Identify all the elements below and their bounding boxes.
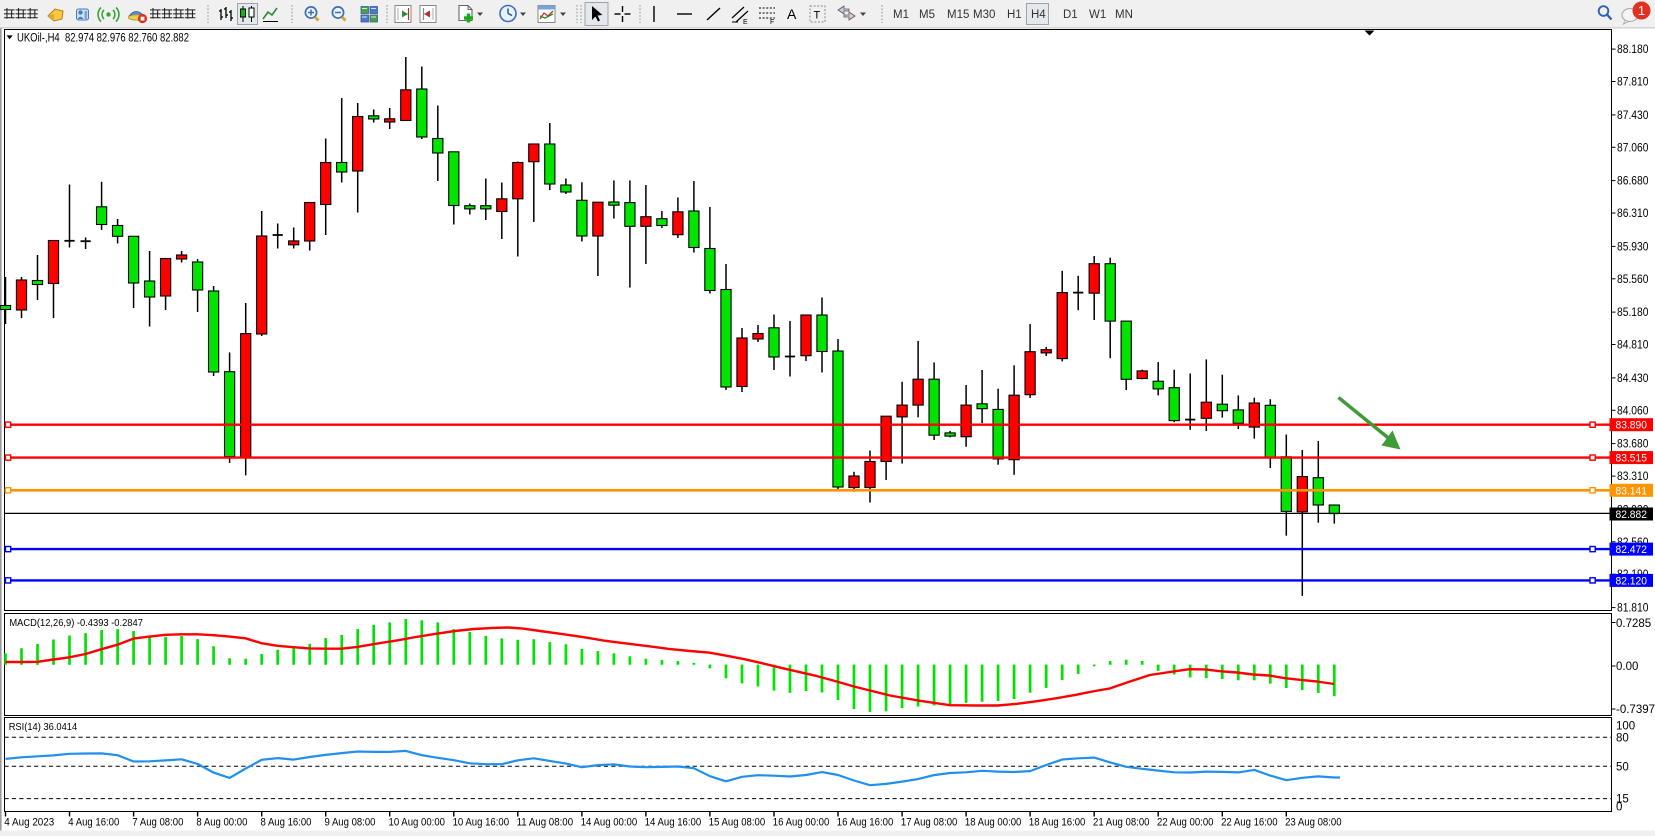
svg-text:4 Aug 16:00: 4 Aug 16:00 <box>68 817 119 829</box>
svg-text:10 Aug 00:00: 10 Aug 00:00 <box>389 817 446 829</box>
svg-text:22 Aug 00:00: 22 Aug 00:00 <box>1157 817 1214 829</box>
svg-text:83.141: 83.141 <box>1616 485 1648 497</box>
svg-text:MACD(12,26,9) -0.4393 -0.2847: MACD(12,26,9) -0.4393 -0.2847 <box>9 617 143 629</box>
svg-text:A: A <box>787 6 797 22</box>
svg-text:84.430: 84.430 <box>1617 373 1649 385</box>
svg-text:87.810: 87.810 <box>1617 77 1649 89</box>
svg-text:M1: M1 <box>893 9 909 21</box>
svg-text:M5: M5 <box>919 9 935 21</box>
svg-text:87.430: 87.430 <box>1617 110 1649 122</box>
svg-text:15: 15 <box>1616 794 1629 806</box>
svg-text:18 Aug 16:00: 18 Aug 16:00 <box>1029 817 1086 829</box>
svg-text:84.810: 84.810 <box>1617 340 1649 352</box>
svg-text:0: 0 <box>1616 802 1622 814</box>
svg-text:23 Aug 08:00: 23 Aug 08:00 <box>1285 817 1342 829</box>
svg-text:M30: M30 <box>973 9 995 21</box>
svg-text:17 Aug 08:00: 17 Aug 08:00 <box>901 817 958 829</box>
svg-text:86.680: 86.680 <box>1617 176 1649 188</box>
svg-text:E: E <box>743 19 748 26</box>
svg-text:81.810: 81.810 <box>1617 603 1649 615</box>
svg-text:88.180: 88.180 <box>1617 44 1649 56</box>
svg-text:85.560: 85.560 <box>1617 274 1649 286</box>
svg-text:11 Aug 08:00: 11 Aug 08:00 <box>517 817 574 829</box>
svg-text:H4: H4 <box>1031 9 1046 21</box>
svg-text:MN: MN <box>1115 9 1133 21</box>
svg-text:UKOil-,H4 82.974 82.976 82.76: UKOil-,H4 82.974 82.976 82.760 82.882 <box>17 33 189 45</box>
svg-text:16 Aug 16:00: 16 Aug 16:00 <box>837 817 894 829</box>
svg-text:22 Aug 16:00: 22 Aug 16:00 <box>1221 817 1278 829</box>
svg-text:9 Aug 08:00: 9 Aug 08:00 <box>325 817 376 829</box>
svg-text:7 Aug 08:00: 7 Aug 08:00 <box>132 817 183 829</box>
svg-text:87.060: 87.060 <box>1617 142 1649 154</box>
svg-text:16 Aug 00:00: 16 Aug 00:00 <box>773 817 830 829</box>
svg-text:RSI(14) 36.0414: RSI(14) 36.0414 <box>9 721 78 733</box>
svg-text:100: 100 <box>1616 721 1635 733</box>
svg-text:15 Aug 08:00: 15 Aug 08:00 <box>709 817 766 829</box>
svg-text:F: F <box>770 19 774 26</box>
svg-text:14 Aug 00:00: 14 Aug 00:00 <box>581 817 638 829</box>
svg-text:18 Aug 00:00: 18 Aug 00:00 <box>965 817 1022 829</box>
svg-text:21 Aug 08:00: 21 Aug 08:00 <box>1093 817 1150 829</box>
svg-text:0.7285: 0.7285 <box>1616 618 1651 630</box>
svg-text:8 Aug 16:00: 8 Aug 16:00 <box>261 817 312 829</box>
svg-text:50: 50 <box>1616 762 1629 774</box>
svg-text:82.882: 82.882 <box>1616 509 1648 521</box>
svg-text:W1: W1 <box>1089 9 1106 21</box>
svg-text:D1: D1 <box>1063 9 1078 21</box>
svg-text:8 Aug 00:00: 8 Aug 00:00 <box>196 817 247 829</box>
svg-text:4 Aug 2023: 4 Aug 2023 <box>4 817 54 829</box>
svg-text:H1: H1 <box>1007 9 1022 21</box>
svg-text:85.930: 85.930 <box>1617 241 1649 253</box>
svg-text:-0.7397: -0.7397 <box>1616 704 1655 716</box>
svg-text:82.120: 82.120 <box>1616 575 1648 587</box>
svg-text:M15: M15 <box>947 9 969 21</box>
svg-text:84.060: 84.060 <box>1617 405 1649 417</box>
svg-text:82.472: 82.472 <box>1616 544 1648 556</box>
svg-text:10 Aug 16:00: 10 Aug 16:00 <box>453 817 510 829</box>
svg-text:0.00: 0.00 <box>1616 661 1638 673</box>
svg-text:T: T <box>814 10 821 22</box>
svg-text:83.310: 83.310 <box>1617 471 1649 483</box>
svg-text:80: 80 <box>1616 733 1629 745</box>
svg-text:14 Aug 16:00: 14 Aug 16:00 <box>645 817 702 829</box>
svg-text:83.890: 83.890 <box>1616 420 1648 432</box>
svg-text:86.310: 86.310 <box>1617 208 1649 220</box>
svg-text:1: 1 <box>1638 3 1645 18</box>
svg-text:83.680: 83.680 <box>1617 439 1649 451</box>
svg-text:83.515: 83.515 <box>1616 453 1648 465</box>
svg-text:85.180: 85.180 <box>1617 307 1649 319</box>
